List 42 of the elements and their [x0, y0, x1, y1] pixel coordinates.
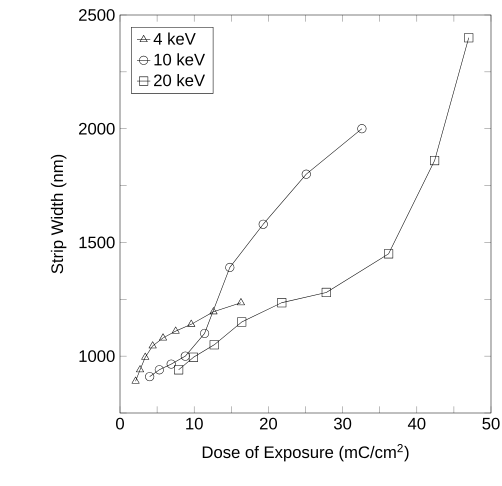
- point: [430, 156, 440, 166]
- point: [154, 365, 164, 374]
- y-tick-label: 1500: [79, 236, 115, 248]
- y-tick-label: 1000: [79, 350, 115, 362]
- point: [148, 341, 157, 348]
- point: [236, 298, 245, 306]
- point: [132, 376, 140, 384]
- point: [384, 249, 394, 258]
- point: [159, 333, 168, 340]
- point: [210, 340, 219, 350]
- point: [136, 365, 144, 372]
- x-tick-label: 30: [334, 418, 352, 430]
- legend-label: 20 keV: [154, 74, 205, 86]
- x-tick-label: 40: [408, 418, 426, 430]
- point: [277, 298, 286, 308]
- x-tick-label: 20: [260, 418, 278, 430]
- point: [188, 352, 198, 362]
- point: [302, 170, 311, 179]
- point: [464, 33, 474, 42]
- point: [166, 360, 176, 369]
- point: [210, 307, 218, 314]
- x-tick-label: 0: [116, 418, 124, 430]
- x-tick-label: 10: [186, 418, 203, 430]
- y-tick-label: 2500: [79, 9, 115, 21]
- x-tick-label: 50: [482, 418, 500, 430]
- legend-label: 10 keV: [154, 53, 205, 66]
- point: [322, 288, 331, 297]
- point: [145, 372, 154, 382]
- legend-label: 4 keV: [154, 32, 196, 45]
- point: [174, 365, 184, 374]
- point: [180, 352, 190, 361]
- point: [200, 328, 210, 338]
- point: [237, 317, 246, 327]
- point: [172, 326, 180, 334]
- point: [357, 124, 366, 134]
- point: [258, 220, 268, 229]
- point: [141, 352, 150, 360]
- y-axis-title: Strip Width (nm): [50, 154, 66, 274]
- point: [225, 262, 234, 272]
- y-tick-label: 2000: [79, 122, 115, 135]
- point: [187, 320, 196, 327]
- x-axis-title: Dose of Exposure (mC/cm$^{2}$): [202, 444, 409, 462]
